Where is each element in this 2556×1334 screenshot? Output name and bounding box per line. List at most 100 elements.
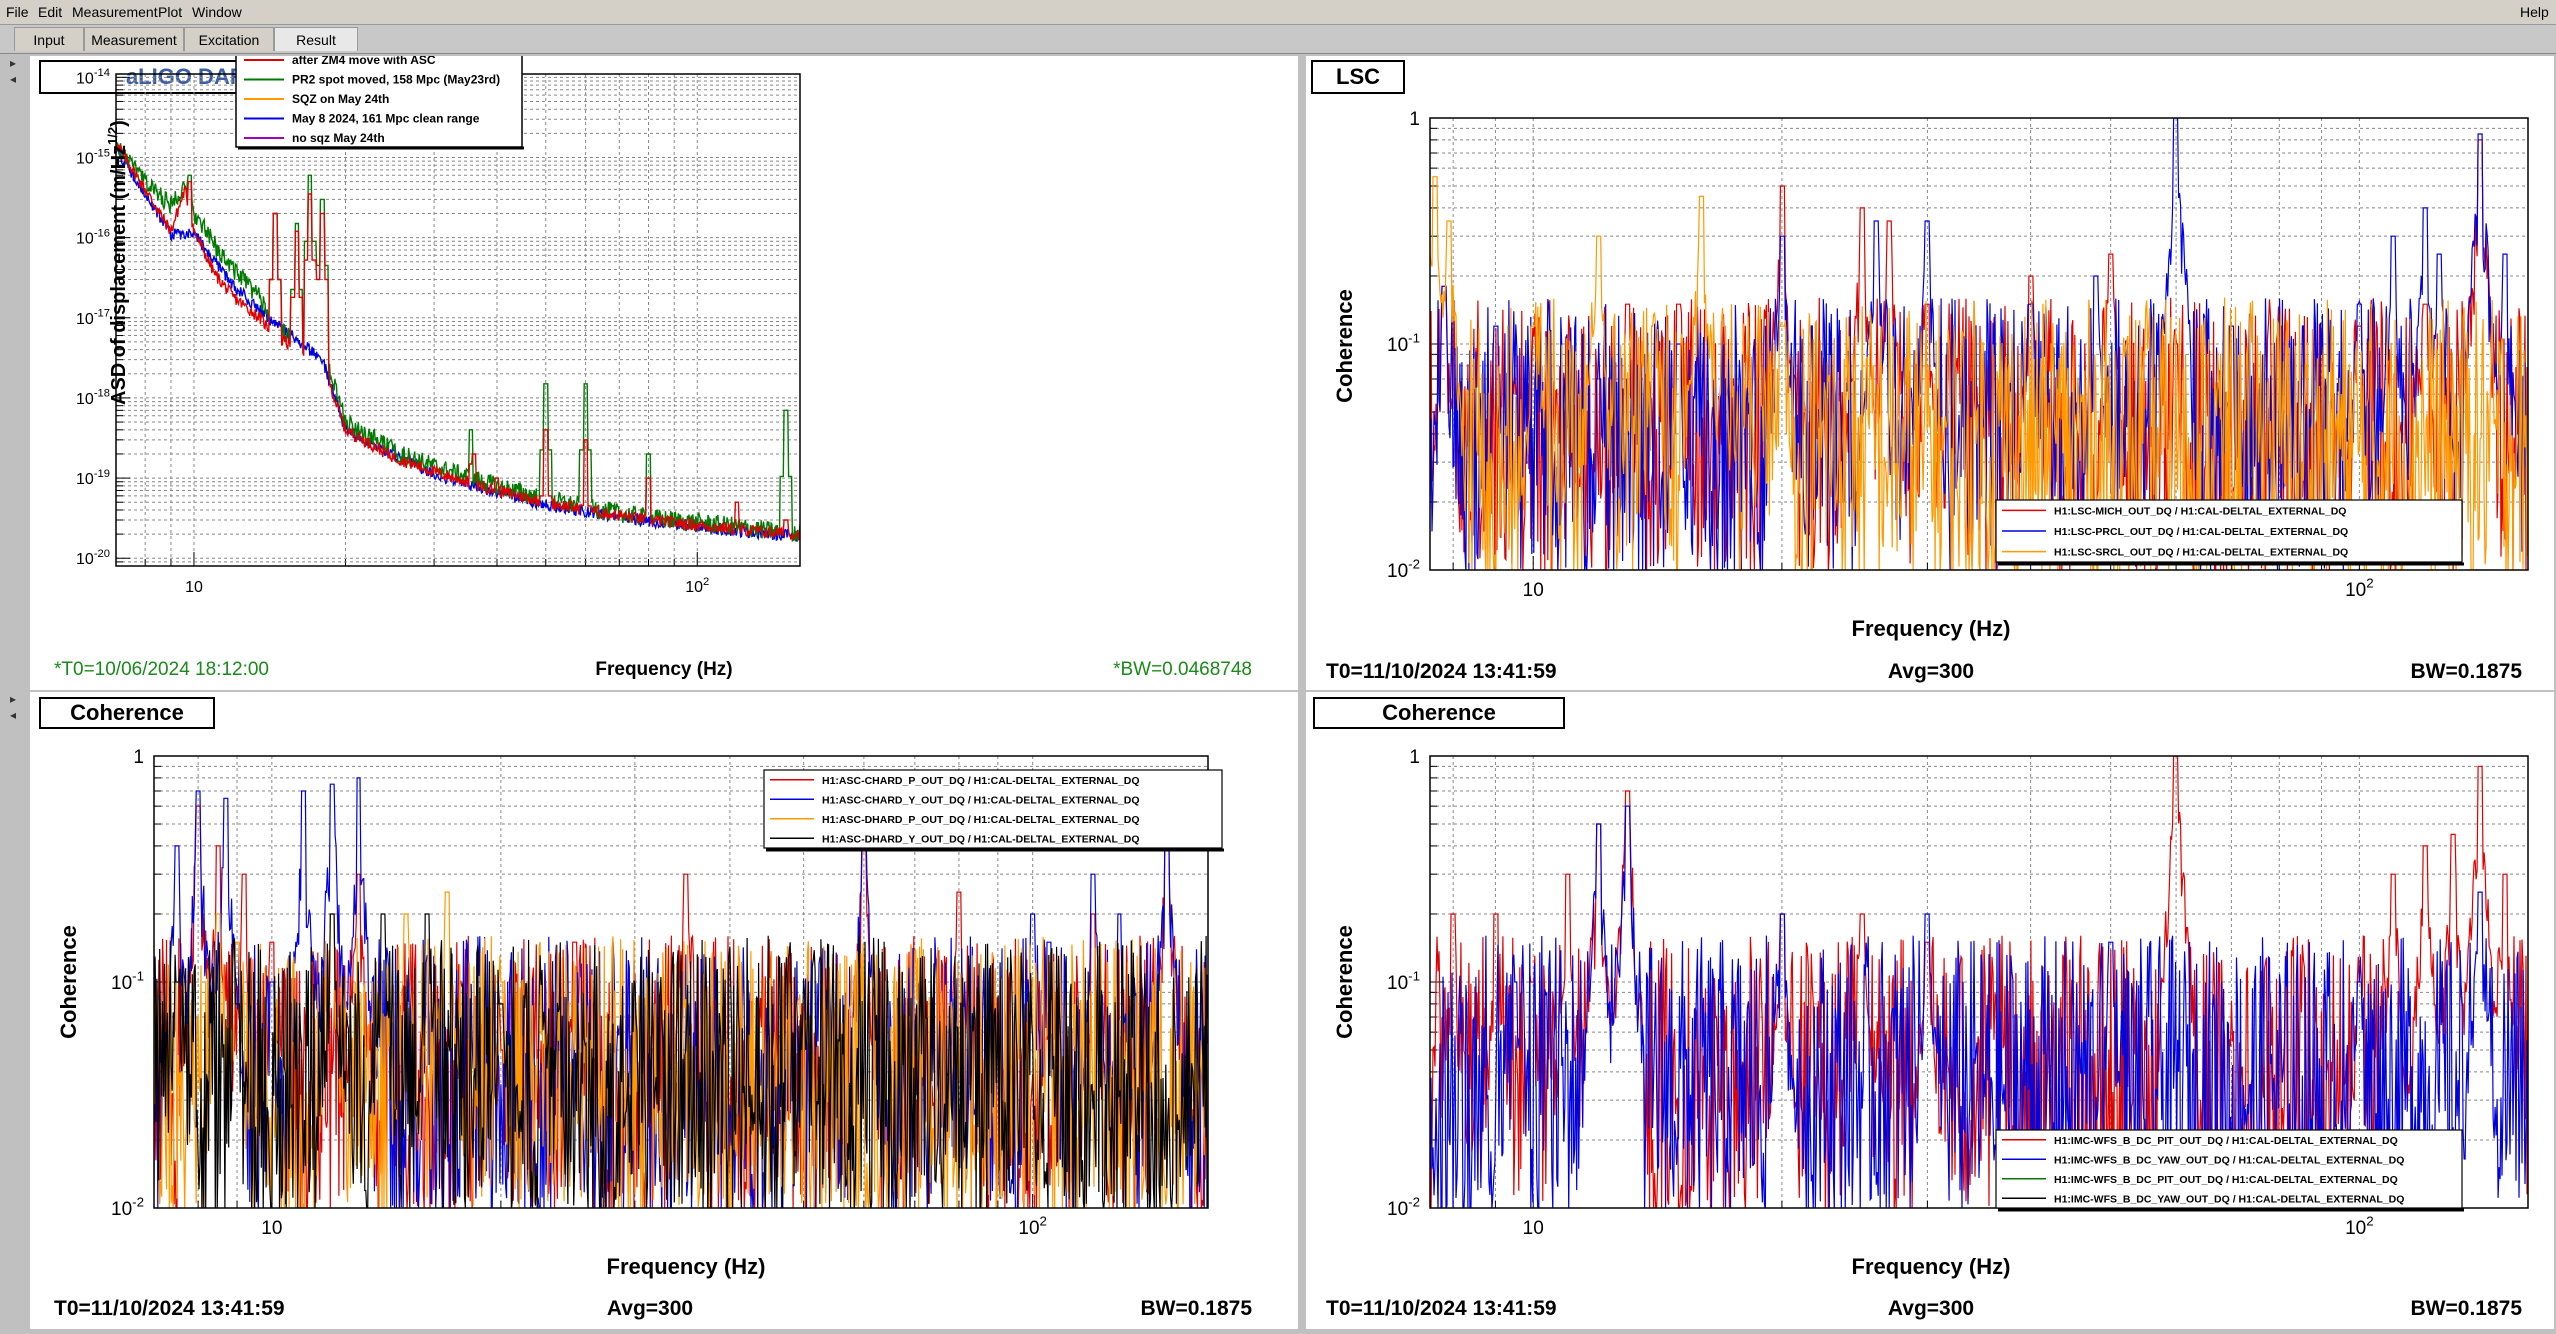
- tab-result[interactable]: Result: [274, 27, 358, 51]
- tab-input[interactable]: Input: [14, 27, 84, 51]
- traces: [1430, 118, 2528, 570]
- pad-arrow-icon[interactable]: ◂: [10, 708, 17, 722]
- y-tick-label: 10-1: [1387, 330, 1420, 356]
- y-tick-label: 10-2: [1387, 556, 1420, 582]
- x-tick-label: 10: [261, 1218, 282, 1239]
- tab-measurement[interactable]: Measurement: [84, 27, 184, 51]
- footer-t0: T0=11/10/2024 13:41:59: [1326, 660, 1557, 683]
- footer-bw: BW=0.1875: [1141, 1297, 1253, 1320]
- tab-bar: Input Measurement Excitation Result: [0, 25, 2556, 54]
- plot-frame: [153, 755, 1209, 1209]
- pad-arrow-icon[interactable]: ◂: [10, 72, 17, 86]
- x-tick-label: 102: [2345, 575, 2374, 601]
- x-tick-label: 102: [685, 576, 709, 596]
- x-tick-labels: 10 102: [261, 1213, 1047, 1239]
- pad-arrow-icon[interactable]: ▸: [10, 692, 17, 706]
- legend-label: H1:IMC-WFS_B_DC_YAW_OUT_DQ / H1:CAL-DELT…: [2054, 1193, 2404, 1205]
- pad-lsc: LSC 10 102 1 10-1 10-2 H1:LSC-MICH_OUT_DQ / H…: [1306, 56, 2554, 690]
- y-tick-label: 10-18: [76, 388, 110, 408]
- pad-imc-coherence: Coherence 10 102 1 10-1 10-2 H1:IMC-WFS_B_DC_…: [1306, 692, 2554, 1329]
- series-line: [1430, 805, 2528, 1208]
- footer-bw: BW=0.1875: [2411, 660, 2523, 683]
- panel-title: LSC: [1336, 64, 1380, 89]
- series-line: [154, 805, 1208, 1208]
- footer-avg: Avg=300: [1888, 1297, 1974, 1320]
- legend-label: no sqz May 24th: [292, 131, 385, 145]
- series-line: [1430, 176, 2528, 570]
- legend-label: H1:LSC-PRCL_OUT_DQ / H1:CAL-DELTAL_EXTER…: [2054, 526, 2348, 538]
- x-tick-label: 102: [2345, 1213, 2374, 1239]
- legend-label: H1:ASC-CHARD_P_OUT_DQ / H1:CAL-DELTAL_EX…: [822, 775, 1140, 787]
- title-box: [39, 697, 215, 729]
- menu-plot[interactable]: Plot: [158, 4, 183, 20]
- legend-label: H1:IMC-WFS_B_DC_PIT_OUT_DQ / H1:CAL-DELT…: [2054, 1174, 2398, 1186]
- y-tick-label: 10-2: [111, 1194, 144, 1220]
- series-line: [154, 913, 1208, 1208]
- y-tick-label: 10-17: [76, 308, 110, 328]
- y-tick-label: 10-15: [76, 147, 110, 167]
- x-tick-labels: 10 102: [1523, 575, 2374, 601]
- legend-label: H1:IMC-WFS_B_DC_YAW_OUT_DQ / H1:CAL-DELT…: [2054, 1154, 2404, 1166]
- legend-box: [1995, 1129, 2463, 1209]
- pad-arrow-icon[interactable]: ▸: [10, 56, 17, 70]
- menu-measurement[interactable]: Measurement: [72, 4, 158, 20]
- footer-avg: Avg=300: [1888, 660, 1974, 683]
- traces: [154, 777, 1208, 1208]
- x-axis-label: Frequency (Hz): [1852, 1254, 2011, 1279]
- series-line: [116, 143, 800, 542]
- menu-window[interactable]: Window: [192, 4, 242, 20]
- plot-area: 10 102 1 10-1 10-2 H1:IMC-WFS_B_DC_PIT_OUT_DQ…: [1387, 747, 2529, 1239]
- tab-excitation[interactable]: Excitation: [184, 27, 274, 51]
- menu-help[interactable]: Help: [2520, 4, 2549, 20]
- asc-coherence-plot: Coherence 10 102 1 10-1 10-2 H1:ASC-CHARD_P_O…: [39, 697, 1253, 1320]
- legend-label: PR2 spot moved, 158 Mpc (May23rd): [292, 73, 500, 87]
- menu-edit[interactable]: Edit: [38, 4, 63, 20]
- y-tick-label: 10-16: [76, 227, 110, 247]
- menu-file[interactable]: File: [6, 4, 29, 20]
- x-tick-labels: 10 102: [185, 576, 709, 596]
- darm-plot: aLIGO DARM 10 10210-1410-1510-1610-1710-1…: [39, 44, 1252, 680]
- panel-title: Coherence: [1382, 700, 1496, 725]
- legend-label: H1:LSC-SRCL_OUT_DQ / H1:CAL-DELTAL_EXTER…: [2054, 547, 2348, 559]
- menu-bar: File Edit Measurement Plot Window Help: [0, 0, 2556, 25]
- x-axis-label: Frequency (Hz): [607, 1254, 766, 1279]
- x-tick-label: 10: [185, 579, 203, 596]
- legend-label: H1:LSC-MICH_OUT_DQ / H1:CAL-DELTAL_EXTER…: [2054, 505, 2346, 517]
- legend-label: after ZM4 move with ASC: [292, 56, 436, 67]
- legend-label: H1:ASC-DHARD_P_OUT_DQ / H1:CAL-DELTAL_EX…: [822, 814, 1140, 826]
- traces: [1430, 756, 2528, 1208]
- lsc-plot: LSC 10 102 1 10-1 10-2 H1:LSC-MICH_OUT_DQ / H…: [1311, 60, 2529, 683]
- title-box: [1313, 697, 1565, 729]
- y-tick-label: 10-19: [76, 468, 110, 488]
- panel-title: Coherence: [70, 700, 184, 725]
- legend-box: [763, 769, 1223, 849]
- y-tick-label: 10-2: [1387, 1194, 1420, 1220]
- plot-area: 10 102 1 10-1 10-2 H1:LSC-MICH_OUT_DQ / H1:CA…: [1387, 109, 2529, 601]
- footer-t0: *T0=10/06/2024 18:12:00: [54, 659, 269, 680]
- legend: after ZM4 move with ASC PR2 spot moved, 1…: [235, 44, 524, 150]
- pad-darm: aLIGO DARM 10 102 10-14 10-15 10-16 10-17 10-1…: [30, 44, 1298, 690]
- y-axis-label: Coherence: [1332, 289, 1357, 403]
- plot-area: 10 102 1 10-1 10-2 H1:ASC-CHARD_P_OUT_DQ / H1…: [111, 747, 1224, 1239]
- imc-coherence-plot: Coherence 10 102 1 10-1 10-2 H1:IMC-WFS_B_DC_…: [1313, 697, 2529, 1320]
- y-axis-label: ASD of displacement (m/Hz1/2): [105, 120, 130, 405]
- x-tick-label: 102: [1018, 1213, 1047, 1239]
- footer-bw: BW=0.1875: [2411, 1297, 2523, 1320]
- y-tick-label: 10-20: [76, 548, 110, 568]
- legend: H1:IMC-WFS_B_DC_PIT_OUT_DQ / H1:CAL-DELT…: [1995, 1129, 2464, 1212]
- x-axis-label: Frequency (Hz): [595, 659, 732, 680]
- legend-label: SQZ on May 24th: [292, 92, 389, 106]
- x-tick-label: 10: [1523, 580, 1544, 601]
- traces: [116, 142, 800, 543]
- y-tick-label: 10-1: [1387, 968, 1420, 994]
- plot-area: 10 10210-1410-1510-1610-1710-1810-1910-20…: [76, 44, 801, 596]
- plot-frame: [1429, 755, 2529, 1209]
- footer-t0: T0=11/10/2024 13:41:59: [54, 1297, 285, 1320]
- legend: H1:LSC-MICH_OUT_DQ / H1:CAL-DELTAL_EXTER…: [1995, 499, 2464, 566]
- y-tick-labels: 1 10-1 10-2: [111, 747, 144, 1220]
- pad-asc-coherence: Coherence 10 102 1 10-1 10-2 H1:ASC-CHARD_P_O…: [30, 692, 1298, 1329]
- legend-label: H1:ASC-DHARD_Y_OUT_DQ / H1:CAL-DELTAL_EX…: [822, 833, 1140, 845]
- legend: H1:ASC-CHARD_P_OUT_DQ / H1:CAL-DELTAL_EX…: [763, 769, 1224, 852]
- y-tick-label: 1: [1409, 109, 1420, 130]
- x-axis-label: Frequency (Hz): [1852, 616, 2011, 641]
